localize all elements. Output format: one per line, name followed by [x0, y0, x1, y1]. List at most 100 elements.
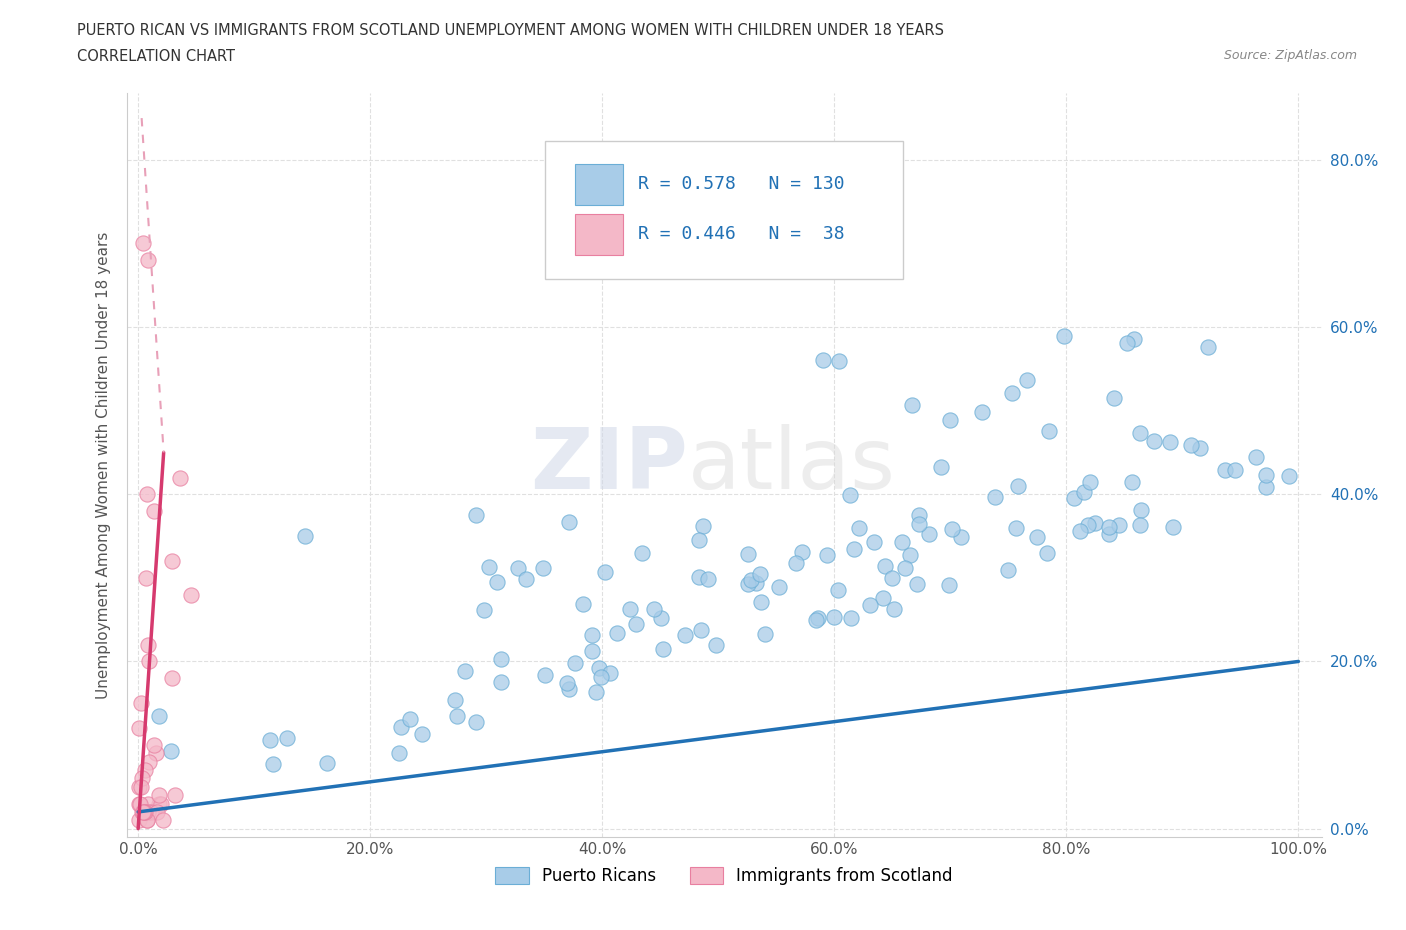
Point [136, 253, 159, 268]
Point [848, 521, 870, 536]
Point [259, 733, 281, 748]
Point [564, 656, 586, 671]
Point [754, 626, 776, 641]
Point [811, 352, 834, 367]
Point [131, 696, 153, 711]
Point [1278, 469, 1301, 484]
Point [827, 583, 849, 598]
Point [997, 563, 1019, 578]
Point [1108, 518, 1130, 533]
Point [160, 671, 183, 685]
Point [599, 666, 621, 681]
Point [823, 609, 845, 624]
Point [839, 610, 862, 625]
Point [148, 709, 170, 724]
Point [890, 535, 912, 550]
Point [941, 521, 963, 536]
Point [740, 572, 762, 587]
Point [508, 561, 530, 576]
Point [485, 575, 508, 590]
Point [464, 508, 486, 523]
Text: CORRELATION CHART: CORRELATION CHART [77, 49, 235, 64]
Point [128, 779, 150, 794]
Point [745, 576, 768, 591]
Point [489, 652, 512, 667]
Point [1189, 441, 1212, 456]
Point [136, 796, 159, 811]
Text: Source: ZipAtlas.com: Source: ZipAtlas.com [1223, 49, 1357, 62]
Point [748, 566, 770, 581]
Point [148, 788, 170, 803]
Point [1098, 527, 1121, 542]
Legend: Puerto Ricans, Immigrants from Scotland: Puerto Ricans, Immigrants from Scotland [489, 860, 959, 892]
Point [970, 405, 993, 419]
Point [1180, 438, 1202, 453]
Point [688, 570, 710, 585]
Point [697, 572, 720, 587]
Point [749, 594, 772, 609]
Point [134, 804, 156, 819]
Point [1102, 391, 1125, 405]
Point [581, 628, 603, 643]
FancyBboxPatch shape [575, 164, 623, 205]
Point [894, 560, 917, 575]
Text: R = 0.446   N =  38: R = 0.446 N = 38 [638, 225, 845, 244]
Point [790, 545, 813, 560]
Point [135, 570, 157, 585]
Point [938, 578, 960, 592]
Point [160, 553, 183, 568]
Point [411, 726, 433, 741]
Point [1005, 521, 1028, 536]
Point [1077, 518, 1099, 533]
Point [316, 755, 339, 770]
Point [863, 534, 886, 549]
Point [138, 754, 160, 769]
Point [131, 779, 153, 794]
Point [650, 610, 672, 625]
Point [165, 788, 187, 803]
Point [387, 746, 409, 761]
Point [138, 654, 160, 669]
Point [1197, 339, 1219, 354]
Point [1129, 503, 1152, 518]
Point [1123, 331, 1146, 346]
Point [531, 561, 554, 576]
Point [626, 617, 648, 631]
Point [630, 546, 652, 561]
Point [135, 813, 157, 828]
Y-axis label: Unemployment Among Women with Children Under 18 years: Unemployment Among Women with Children U… [96, 232, 111, 698]
Point [1098, 520, 1121, 535]
Point [882, 570, 904, 585]
Point [134, 763, 156, 777]
Point [160, 743, 183, 758]
Point [128, 721, 150, 736]
Point [534, 668, 557, 683]
Point [515, 571, 537, 586]
Point [905, 577, 928, 591]
Point [595, 565, 617, 579]
Point [558, 514, 581, 529]
Text: R = 0.578   N = 130: R = 0.578 N = 130 [638, 175, 845, 193]
Point [898, 548, 921, 563]
Point [131, 771, 153, 786]
Point [1223, 463, 1246, 478]
Point [929, 460, 952, 475]
Point [839, 487, 862, 502]
Point [737, 577, 759, 591]
Point [148, 796, 170, 811]
Point [619, 601, 641, 616]
Point [1007, 478, 1029, 493]
Point [804, 613, 827, 628]
Point [1129, 518, 1152, 533]
Point [984, 489, 1007, 504]
Point [149, 796, 172, 811]
Text: ZIP: ZIP [530, 423, 688, 507]
Point [785, 555, 807, 570]
Point [132, 236, 155, 251]
Point [883, 602, 905, 617]
Point [180, 587, 202, 602]
Point [581, 644, 603, 658]
Point [143, 737, 166, 752]
Point [1035, 546, 1057, 561]
Point [399, 711, 422, 726]
